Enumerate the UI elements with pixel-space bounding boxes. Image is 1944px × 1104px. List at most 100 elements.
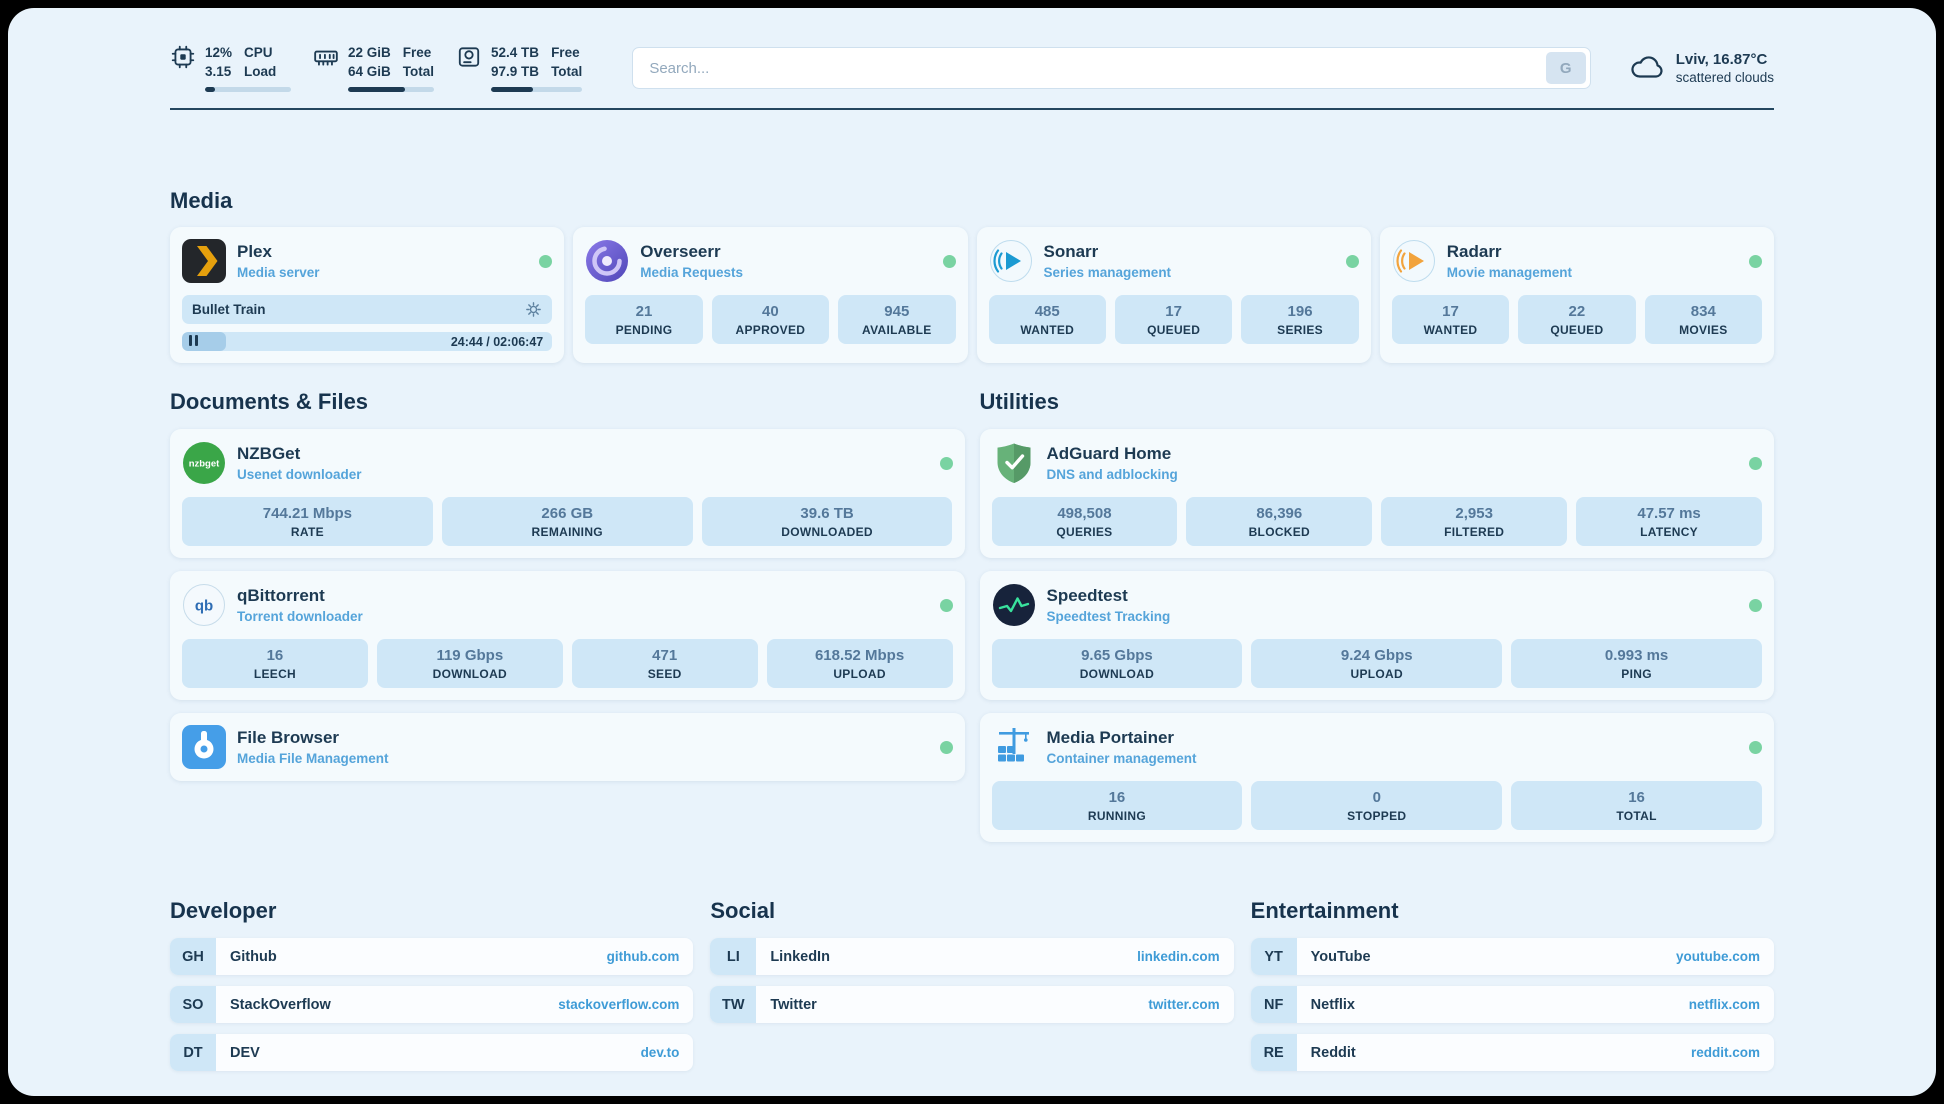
search-engine-button[interactable]: G [1545, 52, 1586, 85]
stat-tile-approved: 40 APPROVED [711, 295, 830, 345]
bookmark-linkedin[interactable]: LI LinkedIn linkedin.com [710, 938, 1234, 976]
section-title-social: Social [710, 898, 776, 924]
disk-progress-bar [491, 87, 583, 93]
bookmarks-developer: Developer GH Github github.com SO StackO… [170, 898, 694, 1082]
app-card-overseerr[interactable]: Overseerr Media Requests 21 PENDING 40 A… [573, 227, 968, 364]
dev-abbr-icon: DT [170, 1034, 216, 1072]
ram-free: 22 GiB [348, 45, 391, 60]
github-abbr-icon: GH [170, 938, 216, 976]
disk-progress-fill [491, 87, 534, 93]
adguard-icon [992, 441, 1036, 485]
stat-tile-blocked: 86,396 BLOCKED [1186, 497, 1373, 547]
cpu-progress-bar [205, 87, 291, 93]
section-title-developer: Developer [170, 898, 277, 924]
stat-tile-downloaded: 39.6 TB DOWNLOADED [701, 497, 953, 547]
ram-icon [313, 44, 339, 70]
stackoverflow-abbr-icon: SO [170, 986, 216, 1024]
section-title-media: Media [170, 188, 233, 214]
radarr-icon [1392, 239, 1436, 283]
ram-values: 22 GiB 64 GiB [348, 44, 391, 81]
cpu-usage-widget: 12% 3.15 CPU Load [170, 44, 291, 93]
status-dot [1345, 254, 1359, 268]
cpu-labels: CPU Load [244, 45, 277, 79]
weather-location-temp: Lviv, 16.87°C [1675, 51, 1768, 69]
speedtest-icon [992, 583, 1036, 627]
status-dot [1749, 740, 1762, 754]
bookmark-github[interactable]: GH Github github.com [170, 938, 694, 976]
now-playing-row: Bullet Train [182, 295, 553, 325]
playback-progress-bar[interactable]: 24:44 / 02:06:47 [182, 332, 553, 352]
gear-icon[interactable] [525, 301, 542, 318]
bookmark-youtube[interactable]: YT YouTube youtube.com [1250, 938, 1774, 976]
filebrowser-icon [182, 725, 226, 770]
bookmark-netflix[interactable]: NF Netflix netflix.com [1250, 986, 1774, 1024]
stat-tile-rate: 744.21 Mbps RATE [182, 497, 433, 547]
overseerr-icon [585, 239, 629, 283]
ram-progress-fill [348, 87, 405, 93]
status-dot [1749, 456, 1762, 470]
documents-column: Documents & Files nzbget [170, 389, 965, 842]
section-title-utilities: Utilities [979, 389, 1059, 415]
status-dot [939, 598, 953, 612]
youtube-abbr-icon: YT [1250, 938, 1297, 976]
status-dot [539, 254, 553, 268]
app-card-nzbget[interactable]: nzbget NZBGet Usenet downloader 74 [170, 429, 965, 559]
app-card-speedtest[interactable]: Speedtest Speedtest Tracking 9.65 Gbps D… [979, 571, 1774, 701]
plex-icon [182, 239, 226, 284]
playback-progress-fill [182, 332, 227, 352]
app-card-portainer[interactable]: Media Portainer Container management 16 … [979, 713, 1774, 843]
portainer-icon [992, 725, 1036, 769]
cpu-icon [170, 44, 196, 70]
bookmark-stackoverflow[interactable]: SO StackOverflow stackoverflow.com [170, 986, 694, 1024]
status-dot [939, 456, 953, 470]
bookmark-twitter[interactable]: TW Twitter twitter.com [710, 986, 1234, 1024]
cpu-load: 3.15 [205, 63, 232, 79]
stat-tile-available: 945 AVAILABLE [838, 295, 956, 345]
stat-tile-queued: 17 QUEUED [1114, 295, 1233, 345]
weather-condition: scattered clouds [1675, 70, 1774, 86]
cloud-icon [1629, 51, 1665, 86]
app-card-plex[interactable]: Plex Media server Bullet Train [170, 227, 565, 364]
ram-total: 64 GiB [348, 63, 391, 79]
bookmarks-social: Social LI LinkedIn linkedin.com TW Twitt… [710, 898, 1234, 1082]
cpu-values: 12% 3.15 [205, 44, 232, 81]
stat-tile-movies: 834 MOVIES [1644, 295, 1763, 345]
stat-tile-wanted: 485 WANTED [988, 295, 1106, 345]
stat-tile-stopped: 0 STOPPED [1251, 781, 1503, 831]
sonarr-icon [989, 239, 1033, 283]
app-card-radarr[interactable]: Radarr Movie management 17 WANTED 22 QUE… [1379, 227, 1774, 364]
stat-tile-pending: 21 PENDING [585, 295, 703, 345]
stat-tile-latency: 47.57 ms LATENCY [1576, 497, 1762, 547]
stat-tile-upload: 618.52 Mbps UPLOAD [766, 639, 953, 689]
linkedin-abbr-icon: LI [710, 938, 757, 976]
disk-labels: Free Total [551, 45, 583, 79]
stat-tile-remaining: 266 GB REMAINING [441, 497, 693, 547]
stat-tile-total: 16 TOTAL [1511, 781, 1762, 831]
stat-tile-upload: 9.24 Gbps UPLOAD [1251, 639, 1503, 689]
stat-tile-download: 119 Gbps DOWNLOAD [376, 639, 563, 689]
bookmark-dev[interactable]: DT DEV dev.to [170, 1034, 694, 1072]
status-dot [1749, 598, 1762, 612]
pause-icon[interactable] [189, 333, 198, 351]
bookmark-reddit[interactable]: RE Reddit reddit.com [1250, 1034, 1774, 1072]
app-card-sonarr[interactable]: Sonarr Series management 485 WANTED 17 Q… [976, 227, 1371, 364]
stat-tile-queued: 22 QUEUED [1518, 295, 1636, 345]
playback-time: 24:44 / 02:06:47 [450, 334, 544, 349]
svg-text:nzbget: nzbget [189, 459, 220, 470]
disk-total: 97.9 TB [491, 63, 540, 79]
app-card-adguard[interactable]: AdGuard Home DNS and adblocking 498,508 … [979, 429, 1774, 559]
app-card-filebrowser[interactable]: File Browser Media File Management [170, 713, 965, 782]
stat-tile-wanted: 17 WANTED [1391, 295, 1510, 345]
stat-tile-series: 196 SERIES [1241, 295, 1359, 345]
weather-widget: Lviv, 16.87°C scattered clouds [1629, 51, 1774, 86]
ram-labels: Free Total [402, 45, 435, 79]
app-card-qbittorrent[interactable]: qb qBittorrent Torrent downloader [170, 571, 965, 701]
media-grid: Plex Media server Bullet Train [170, 227, 1774, 364]
twitter-abbr-icon: TW [710, 986, 757, 1024]
search-input[interactable] [632, 47, 1591, 90]
status-dot [939, 740, 953, 754]
stat-tile-filtered: 2,953 FILTERED [1381, 497, 1568, 547]
now-playing-title: Bullet Train [192, 302, 266, 318]
disk-icon [456, 44, 482, 70]
stat-tile-ping: 0.993 ms PING [1511, 639, 1762, 689]
